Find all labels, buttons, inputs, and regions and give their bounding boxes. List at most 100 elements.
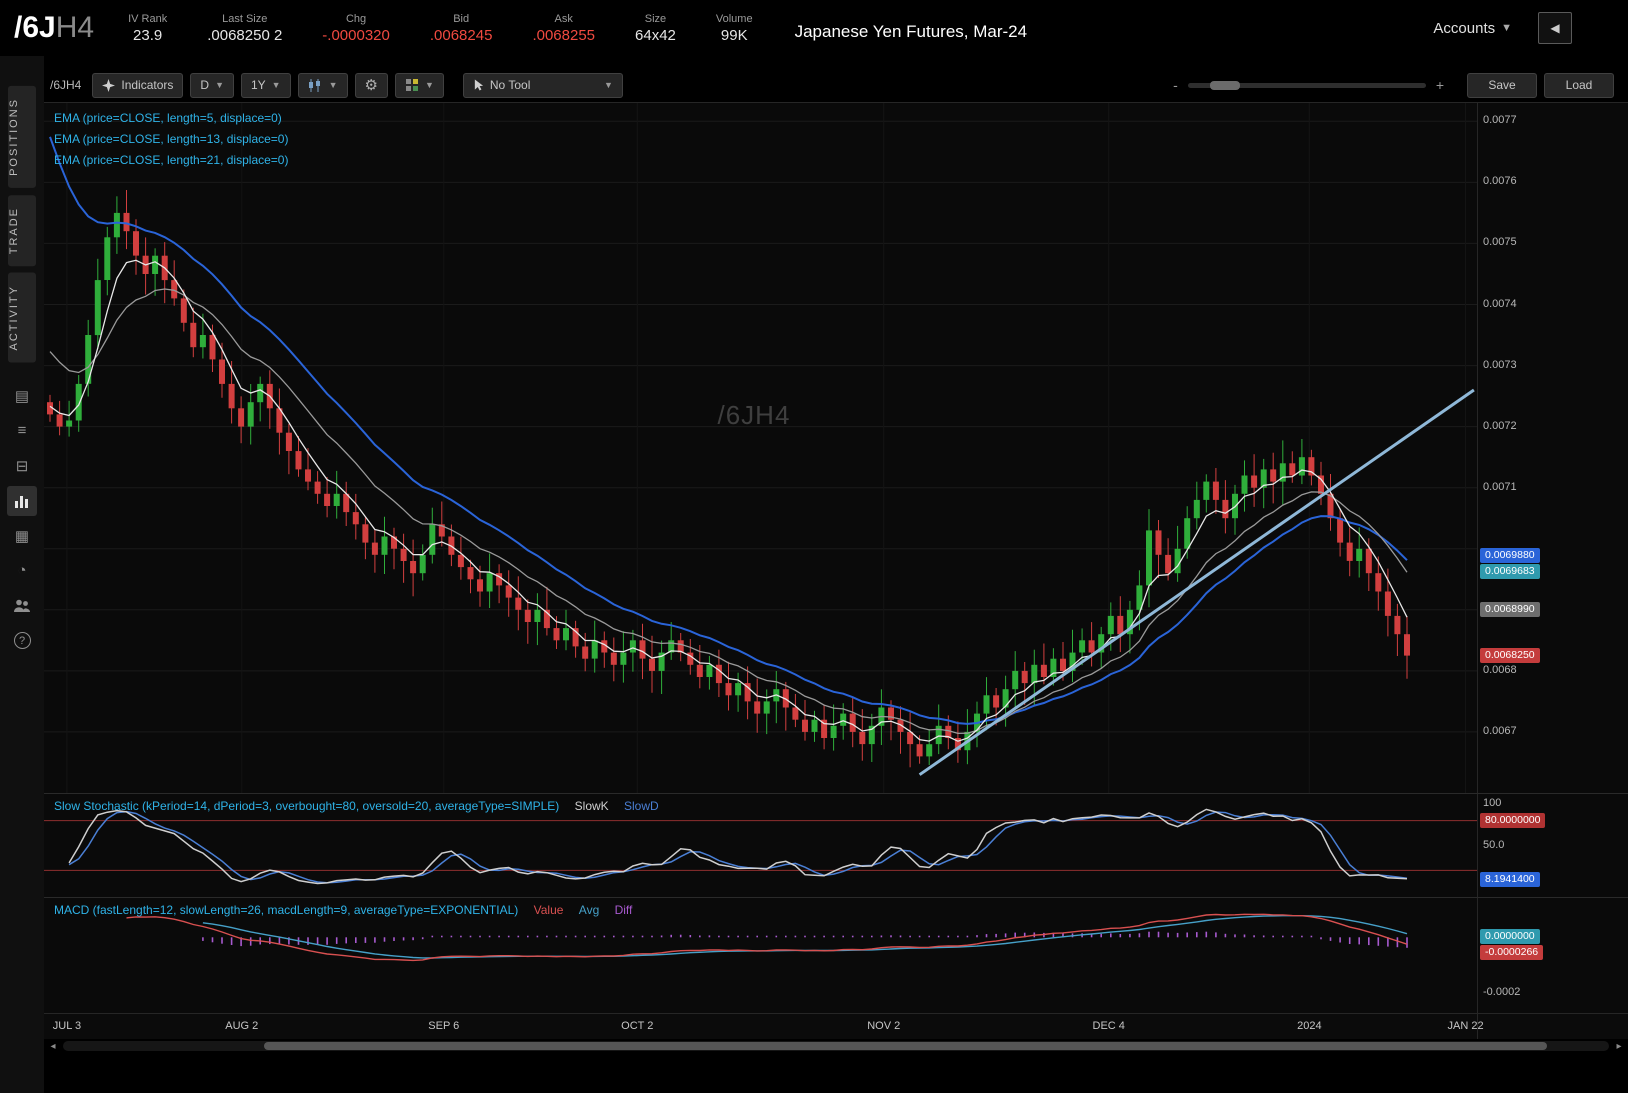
chevron-left-icon: ◀ bbox=[1550, 21, 1559, 35]
header-gap bbox=[44, 56, 1628, 68]
chart-toolbar: /6JH4 Indicators D ▼ 1Y ▼ ▼ ⚙ ▼ bbox=[44, 68, 1628, 102]
change-field: Chg -.0000320 bbox=[322, 13, 390, 44]
cursor-icon bbox=[473, 78, 484, 92]
macd-axis[interactable]: 0.0000000-0.0000266 -0.0002 bbox=[1477, 898, 1628, 1013]
clock-icon[interactable]: ◔ bbox=[7, 556, 37, 586]
horizontal-scrollbar[interactable]: ◂ ▸ bbox=[44, 1039, 1628, 1053]
instrument-title: Japanese Yen Futures, Mar-24 bbox=[795, 22, 1027, 42]
axis-tick: 0.0073 bbox=[1483, 359, 1517, 372]
macd-value-label[interactable]: Value bbox=[534, 903, 564, 917]
chart-type-dropdown[interactable]: ▼ bbox=[298, 73, 348, 98]
ema5-label[interactable]: EMA (price=CLOSE, length=5, displace=0) bbox=[54, 108, 288, 129]
zoom-slider[interactable] bbox=[1188, 83, 1426, 88]
sparkle-icon bbox=[102, 79, 115, 92]
drawing-tool-value: No Tool bbox=[490, 78, 530, 92]
help-icon[interactable]: ? bbox=[7, 626, 37, 656]
load-label: Load bbox=[1566, 78, 1593, 92]
ema21-label[interactable]: EMA (price=CLOSE, length=21, displace=0) bbox=[54, 150, 288, 171]
price-plot[interactable]: /6JH4 EMA (price=CLOSE, length=5, displa… bbox=[44, 103, 1477, 793]
chart-style-dropdown[interactable]: ▼ bbox=[395, 73, 444, 98]
field-label: IV Rank bbox=[128, 13, 167, 25]
toolbar-symbol: /6JH4 bbox=[50, 78, 81, 92]
chevron-down-icon: ▼ bbox=[1501, 22, 1512, 34]
field-label: Chg bbox=[346, 13, 366, 25]
slowk-label[interactable]: SlowK bbox=[575, 799, 609, 813]
scrollbar-track[interactable] bbox=[63, 1041, 1609, 1051]
scroll-right-icon[interactable]: ▸ bbox=[1612, 1041, 1626, 1052]
axis-bubble: 8.1941400 bbox=[1480, 872, 1540, 887]
ema13-label[interactable]: EMA (price=CLOSE, length=13, displace=0) bbox=[54, 129, 288, 150]
zoom-in-button[interactable]: + bbox=[1436, 77, 1444, 93]
macd-diff-label[interactable]: Diff bbox=[615, 903, 633, 917]
axis-tick: -0.0002 bbox=[1483, 986, 1520, 999]
sidebar-tab-positions[interactable]: POSITIONS bbox=[8, 86, 36, 188]
users-icon[interactable] bbox=[7, 591, 37, 621]
ask-field: Ask .0068255 bbox=[532, 13, 595, 44]
chevron-down-icon: ▼ bbox=[329, 80, 338, 90]
grid-style-icon bbox=[405, 78, 419, 92]
chart-settings-button[interactable]: ⚙ bbox=[355, 73, 388, 98]
field-label: Last Size bbox=[222, 13, 267, 25]
trading-app: /6JH4 IV Rank 23.9 Last Size .0068250 2 … bbox=[0, 0, 1628, 1093]
save-label: Save bbox=[1488, 78, 1515, 92]
calculator-icon[interactable]: ▤ bbox=[7, 381, 37, 411]
stoch-plot[interactable]: Slow Stochastic (kPeriod=14, dPeriod=3, … bbox=[44, 794, 1477, 897]
chevron-down-icon: ▼ bbox=[425, 80, 434, 90]
chart-icon[interactable] bbox=[7, 486, 37, 516]
stoch-axis[interactable]: 100 50.0 80.0000000 8.1941400 bbox=[1477, 794, 1628, 897]
sidebar-icon-stack: ▤ ≡ ⊟ ▦ ◔ ? bbox=[0, 381, 44, 656]
field-label: Ask bbox=[555, 13, 573, 25]
time-tick: NOV 2 bbox=[867, 1020, 900, 1032]
drawing-tool-dropdown[interactable]: No Tool ▼ bbox=[463, 73, 623, 98]
axis-tick: 100 bbox=[1483, 797, 1501, 810]
ledger-icon[interactable]: ⊟ bbox=[7, 451, 37, 481]
axis-bubble: -0.0000266 bbox=[1480, 945, 1543, 960]
time-tick: JUL 3 bbox=[53, 1020, 81, 1032]
field-value: 23.9 bbox=[133, 27, 162, 44]
axis-tick: 50.0 bbox=[1483, 839, 1504, 852]
collapse-panel-button[interactable]: ◀ bbox=[1538, 12, 1572, 44]
time-tick: DEC 4 bbox=[1093, 1020, 1125, 1032]
price-chart-canvas[interactable] bbox=[44, 103, 1477, 793]
scroll-left-icon[interactable]: ◂ bbox=[46, 1041, 60, 1052]
zoom-out-button[interactable]: - bbox=[1173, 77, 1178, 93]
axis-tick: 0.0072 bbox=[1483, 420, 1517, 433]
field-value: 99K bbox=[721, 27, 748, 44]
save-button[interactable]: Save bbox=[1467, 73, 1537, 98]
grid-icon[interactable]: ▦ bbox=[7, 521, 37, 551]
accounts-label: Accounts bbox=[1433, 20, 1495, 37]
slowd-label[interactable]: SlowD bbox=[624, 799, 659, 813]
indicators-button[interactable]: Indicators bbox=[92, 73, 183, 98]
field-value: -.0000320 bbox=[322, 27, 390, 44]
axis-tick: 0.0075 bbox=[1483, 236, 1517, 249]
macd-avg-label[interactable]: Avg bbox=[579, 903, 599, 917]
range-dropdown[interactable]: 1Y ▼ bbox=[241, 73, 291, 98]
load-button[interactable]: Load bbox=[1544, 73, 1614, 98]
sidebar-tab-activity[interactable]: ACTIVITY bbox=[8, 273, 36, 363]
timeframe-dropdown[interactable]: D ▼ bbox=[190, 73, 234, 98]
watchlist-icon[interactable]: ≡ bbox=[7, 416, 37, 446]
price-axis[interactable]: 0.00770.00760.00750.00740.00730.00720.00… bbox=[1477, 103, 1628, 793]
size-field: Size 64x42 bbox=[635, 13, 676, 44]
axis-tick: 0.0067 bbox=[1483, 725, 1517, 738]
iv-rank-field: IV Rank 23.9 bbox=[128, 13, 167, 44]
sidebar-tab-trade[interactable]: TRADE bbox=[8, 195, 36, 266]
field-value: .0068250 2 bbox=[207, 27, 282, 44]
zoom-slider-thumb[interactable] bbox=[1210, 81, 1240, 90]
time-axis: JUL 3AUG 2SEP 6OCT 2NOV 2DEC 42024JAN 22 bbox=[44, 1014, 1477, 1039]
axis-tick: 0.0074 bbox=[1483, 298, 1517, 311]
accounts-dropdown[interactable]: Accounts ▼ bbox=[1433, 20, 1512, 37]
axis-bubble: 0.0000000 bbox=[1480, 929, 1540, 944]
macd-label[interactable]: MACD (fastLength=12, slowLength=26, macd… bbox=[54, 903, 518, 917]
bid-field: Bid .0068245 bbox=[430, 13, 493, 44]
axis-bubble: 80.0000000 bbox=[1480, 813, 1545, 828]
stochastic-label[interactable]: Slow Stochastic (kPeriod=14, dPeriod=3, … bbox=[54, 799, 559, 813]
field-value: 64x42 bbox=[635, 27, 676, 44]
last-size-field: Last Size .0068250 2 bbox=[207, 13, 282, 44]
scrollbar-thumb[interactable] bbox=[264, 1042, 1547, 1050]
field-label: Volume bbox=[716, 13, 753, 25]
symbol-month: H4 bbox=[56, 11, 94, 44]
gear-icon: ⚙ bbox=[365, 76, 378, 94]
macd-plot[interactable]: MACD (fastLength=12, slowLength=26, macd… bbox=[44, 898, 1477, 1013]
chevron-down-icon: ▼ bbox=[604, 80, 613, 90]
